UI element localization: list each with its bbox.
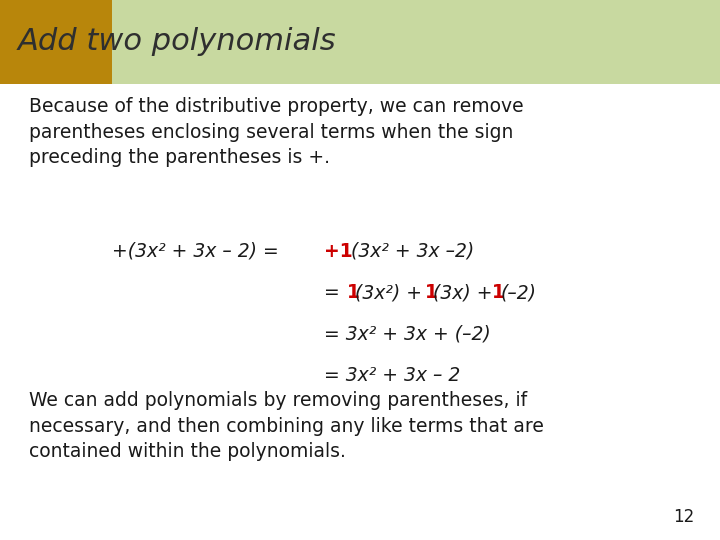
Text: Add two polynomials: Add two polynomials xyxy=(18,28,337,56)
Text: = 3x² + 3x – 2: = 3x² + 3x – 2 xyxy=(324,366,460,386)
Bar xyxy=(0,0,112,84)
Text: We can add polynomials by removing parentheses, if: We can add polynomials by removing paren… xyxy=(29,392,527,410)
Text: preceding the parentheses is +.: preceding the parentheses is +. xyxy=(29,148,330,167)
Text: = 3x² + 3x + (–2): = 3x² + 3x + (–2) xyxy=(324,325,491,344)
Text: parentheses enclosing several terms when the sign: parentheses enclosing several terms when… xyxy=(29,123,513,141)
Text: Because of the distributive property, we can remove: Because of the distributive property, we… xyxy=(29,97,523,116)
Text: 1: 1 xyxy=(492,283,505,302)
Text: +1: +1 xyxy=(324,241,353,261)
Text: (3x) +: (3x) + xyxy=(433,283,499,302)
Text: contained within the polynomials.: contained within the polynomials. xyxy=(29,442,346,461)
Text: necessary, and then combining any like terms that are: necessary, and then combining any like t… xyxy=(29,417,544,436)
Text: =: = xyxy=(324,283,346,302)
Bar xyxy=(112,0,720,84)
Text: +(3x² + 3x – 2) =: +(3x² + 3x – 2) = xyxy=(112,241,284,261)
Text: (–2): (–2) xyxy=(500,283,536,302)
Text: (3x² + 3x –2): (3x² + 3x –2) xyxy=(351,241,474,261)
Text: (3x²) +: (3x²) + xyxy=(355,283,428,302)
Text: 12: 12 xyxy=(673,509,695,526)
Text: 1: 1 xyxy=(425,283,438,302)
Text: 1: 1 xyxy=(347,283,360,302)
